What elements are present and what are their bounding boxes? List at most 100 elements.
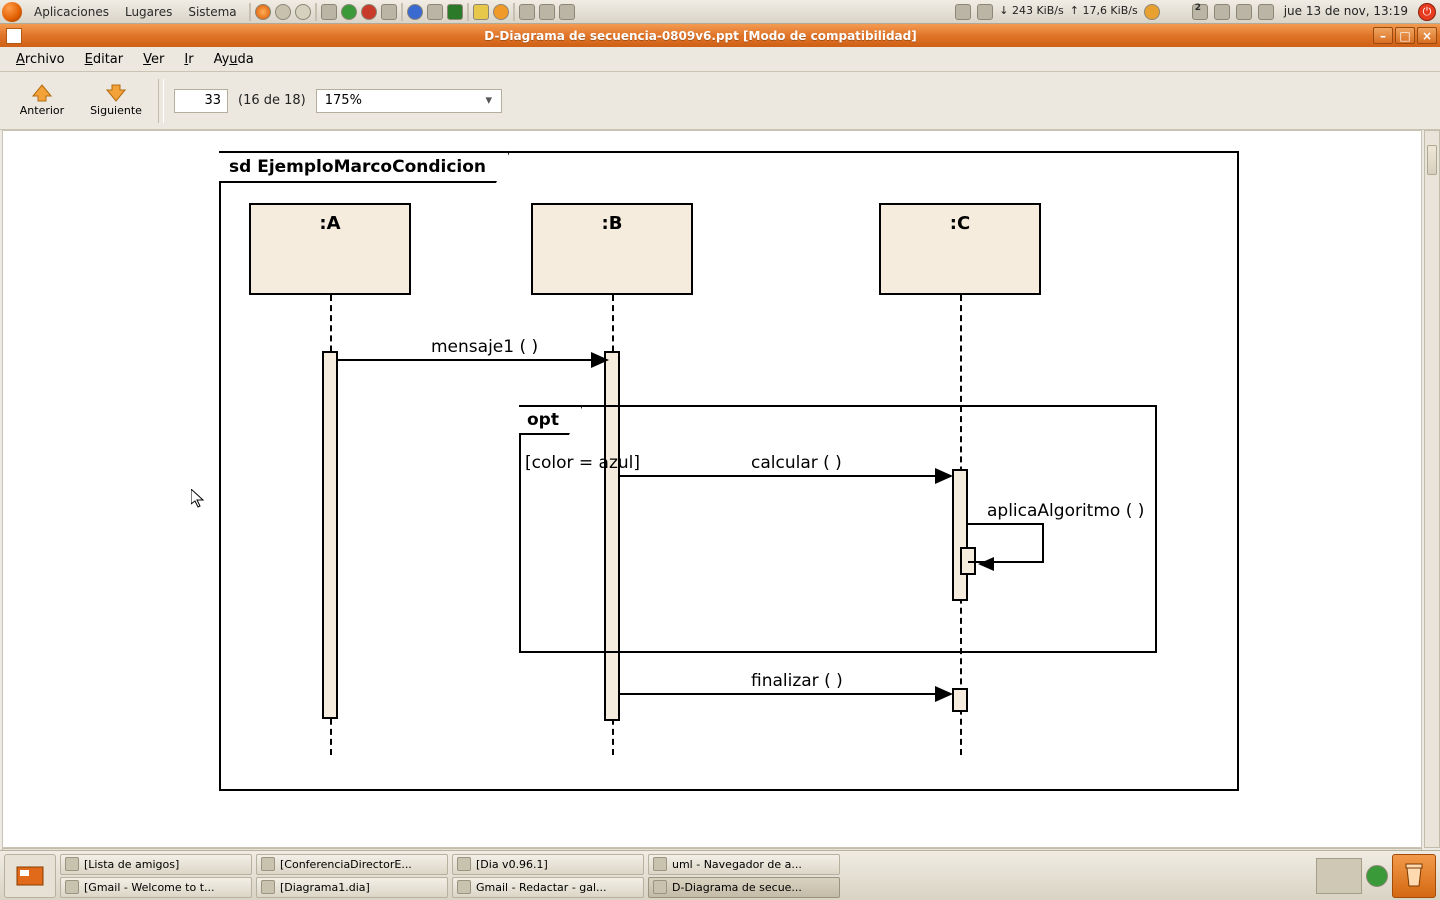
chevron-down-icon: ▾ [481, 93, 497, 108]
menu-editar[interactable]: Editar [75, 50, 134, 69]
trash-applet[interactable] [1392, 854, 1436, 898]
evolution-launcher-icon[interactable] [275, 4, 291, 20]
panel-right-tray [1316, 854, 1436, 898]
app-launcher-icon[interactable] [321, 4, 337, 20]
panel-separator [249, 3, 251, 21]
clock[interactable]: jue 13 de nov, 13:19 [1280, 4, 1412, 20]
task-button[interactable]: [Diagrama1.dia] [256, 877, 448, 898]
app-launcher-icon[interactable] [473, 4, 489, 20]
app-launcher-icon[interactable] [381, 4, 397, 20]
msg1-line [338, 359, 596, 361]
task-label: Gmail - Redactar - gal... [476, 881, 607, 894]
desktop-icon [15, 863, 45, 889]
task-label: [Gmail - Welcome to t... [84, 881, 215, 894]
task-button-active[interactable]: D-Diagrama de secue... [648, 877, 840, 898]
task-label: uml - Navegador de a... [672, 858, 802, 871]
next-label: Siguiente [90, 104, 142, 117]
app-launcher-icon[interactable] [407, 4, 423, 20]
task-icon [261, 880, 275, 894]
tray-icon[interactable] [1214, 4, 1230, 20]
sysmon-icon[interactable] [559, 4, 575, 20]
page-number-input[interactable] [174, 89, 228, 113]
msg4-label: finalizar ( ) [751, 671, 843, 691]
app-launcher-icon[interactable] [427, 4, 443, 20]
task-button[interactable]: Gmail - Redactar - gal... [452, 877, 644, 898]
next-button[interactable]: Siguiente [84, 84, 148, 117]
task-label: [ConferenciaDirectorE... [280, 858, 412, 871]
task-label: D-Diagrama de secue... [672, 881, 802, 894]
vertical-scrollbar[interactable] [1424, 130, 1440, 848]
distro-logo-icon[interactable] [2, 2, 22, 22]
net-up-indicator: ↑ 17,6 KiB/s [1070, 4, 1138, 20]
slide-viewport: sd EjemploMarcoCondicion :A :B :C mensaj… [2, 130, 1422, 848]
app-toolbar: Anterior Siguiente (16 de 18) 175% ▾ [0, 72, 1440, 130]
prev-button[interactable]: Anterior [10, 84, 74, 117]
workspace-switcher[interactable] [1316, 858, 1362, 894]
net-down-indicator: ↓ 243 KiB/s [999, 4, 1063, 20]
panel-menu-places[interactable]: Lugares [117, 5, 180, 19]
task-icon [457, 880, 471, 894]
msg2-label: calcular ( ) [751, 453, 842, 473]
task-label: [Lista de amigos] [84, 858, 179, 871]
object-a: :A [249, 203, 411, 295]
task-button[interactable]: uml - Navegador de a... [648, 854, 840, 875]
menu-ver[interactable]: Ver [133, 50, 174, 69]
task-button[interactable]: [Gmail - Welcome to t... [60, 877, 252, 898]
panel-separator [401, 3, 403, 21]
prev-label: Anterior [20, 104, 64, 117]
toolbar-separator [158, 79, 164, 123]
minimize-button[interactable]: – [1373, 27, 1393, 44]
task-button[interactable]: [Lista de amigos] [60, 854, 252, 875]
maximize-button[interactable]: □ [1395, 27, 1415, 44]
menu-ayuda[interactable]: Ayuda [204, 50, 264, 69]
task-button[interactable]: [ConferenciaDirectorE... [256, 854, 448, 875]
zoom-combobox[interactable]: 175% ▾ [316, 89, 502, 113]
object-b: :B [531, 203, 693, 295]
arrow-down-icon [106, 84, 126, 102]
panel-separator [315, 3, 317, 21]
show-desktop-button[interactable] [4, 854, 56, 898]
firefox-launcher-icon[interactable] [255, 4, 271, 20]
volume-icon[interactable] [1258, 4, 1274, 20]
mail-badge: 2 [1195, 3, 1211, 19]
app-launcher-icon[interactable] [493, 4, 509, 20]
menu-archivo[interactable]: Archivo [6, 50, 75, 69]
window-title: D-Diagrama de secuencia-0809v6.ppt [Modo… [28, 29, 1373, 43]
task-list: [Lista de amigos] [ConferenciaDirectorE.… [60, 854, 1312, 898]
app-launcher-icon[interactable] [341, 4, 357, 20]
window-titlebar[interactable]: D-Diagrama de secuencia-0809v6.ppt [Modo… [0, 24, 1440, 47]
mouse-cursor-icon [191, 489, 205, 509]
panel-separator [513, 3, 515, 21]
activation-c2 [952, 688, 968, 712]
msg4-arrowhead [935, 686, 953, 702]
panel-menu-apps[interactable]: Aplicaciones [26, 5, 117, 19]
power-button-icon[interactable]: ⏻ [1418, 3, 1436, 21]
tray-icon[interactable] [1236, 4, 1252, 20]
msg4-line [620, 693, 940, 695]
tray-icon[interactable] [1144, 4, 1160, 20]
sequence-diagram-frame: sd EjemploMarcoCondicion :A :B :C mensaj… [219, 151, 1239, 791]
tray-icon[interactable] [955, 4, 971, 20]
sysmon-icon[interactable] [539, 4, 555, 20]
msg2-line [620, 475, 940, 477]
self-return-arrowhead [978, 557, 994, 571]
task-icon [653, 857, 667, 871]
app-launcher-icon[interactable] [447, 4, 463, 20]
help-launcher-icon[interactable] [295, 4, 311, 20]
activation-a [322, 351, 338, 719]
object-c: :C [879, 203, 1041, 295]
page-counter: (16 de 18) [238, 93, 306, 108]
app-menubar: Archivo Editar Ver Ir Ayuda [0, 47, 1440, 72]
opt-frame: opt [519, 405, 1157, 653]
app-launcher-icon[interactable] [361, 4, 377, 20]
panel-menu-system[interactable]: Sistema [180, 5, 244, 19]
tray-icon[interactable] [1366, 865, 1388, 887]
menu-ir[interactable]: Ir [174, 50, 203, 69]
sysmon-icon[interactable] [519, 4, 535, 20]
task-button[interactable]: [Dia v0.96.1] [452, 854, 644, 875]
mail-tray-icon[interactable]: 2 [1192, 4, 1208, 20]
close-button[interactable]: × [1417, 27, 1437, 44]
gnome-top-panel: Aplicaciones Lugares Sistema ↓ 243 KiB/s… [0, 0, 1440, 24]
tray-icon[interactable] [977, 4, 993, 20]
scrollbar-thumb[interactable] [1427, 145, 1437, 175]
